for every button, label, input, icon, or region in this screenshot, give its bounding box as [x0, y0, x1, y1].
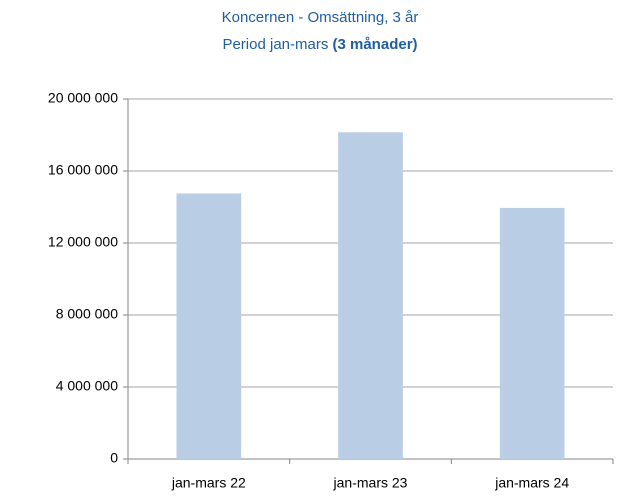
bar	[338, 132, 403, 460]
y-tick-label: 16 000 000	[48, 162, 118, 178]
y-tick-label: 0	[110, 450, 118, 466]
y-tick-label: 4 000 000	[56, 378, 118, 394]
y-tick-label: 20 000 000	[48, 90, 118, 106]
bar	[499, 207, 565, 459]
y-tick-label: 8 000 000	[56, 306, 118, 322]
x-tick-label: jan-mars 24	[494, 475, 569, 491]
chart-subtitle: Period jan-mars (3 månader)	[222, 36, 417, 53]
subtitle-text: Period jan-mars	[222, 36, 328, 53]
bar	[176, 193, 242, 459]
x-tick-label: jan-mars 23	[333, 475, 408, 491]
y-tick-label: 12 000 000	[48, 234, 118, 250]
subtitle-bold: (3 månader)	[333, 36, 418, 53]
chart-title: Koncernen - Omsättning, 3 år	[222, 9, 419, 26]
x-tick-label: jan-mars 22	[171, 475, 246, 491]
